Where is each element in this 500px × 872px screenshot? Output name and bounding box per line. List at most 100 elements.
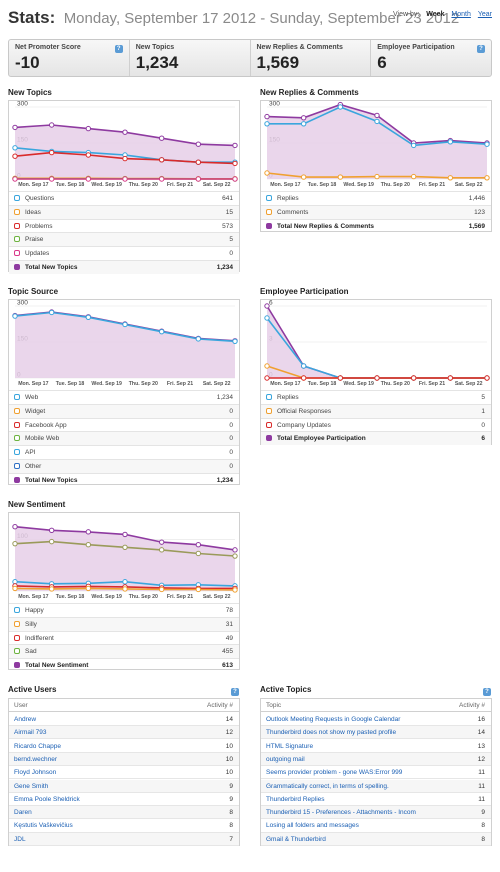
topic-link[interactable]: outgoing mail (266, 755, 305, 763)
data-point[interactable] (232, 142, 238, 149)
data-point[interactable] (195, 159, 202, 165)
user-link[interactable]: Daren (14, 809, 32, 817)
data-point[interactable] (410, 142, 417, 149)
help-icon[interactable]: ? (477, 45, 485, 53)
legend-row[interactable]: Company Updates 0 (261, 417, 491, 432)
data-point[interactable] (85, 176, 92, 182)
data-point[interactable] (85, 152, 92, 158)
topic-link[interactable]: HTML Signature (266, 742, 314, 750)
data-point[interactable] (264, 375, 270, 381)
data-point[interactable] (300, 174, 307, 180)
data-point[interactable] (447, 139, 454, 145)
legend-row[interactable]: Other 0 (9, 459, 239, 473)
user-link[interactable]: bernd.wechner (14, 755, 57, 763)
help-icon[interactable]: ? (114, 45, 123, 53)
data-point[interactable] (48, 176, 55, 182)
user-link[interactable]: Emma Poole Sheldrick (14, 795, 80, 803)
topic-link[interactable]: Losing all folders and messages (266, 822, 359, 830)
data-point[interactable] (374, 112, 380, 119)
data-point[interactable] (232, 338, 238, 344)
data-point[interactable] (158, 586, 165, 593)
data-point[interactable] (374, 173, 380, 180)
view-month-link[interactable]: Month (451, 11, 471, 18)
legend-total-row[interactable]: Total New Topics 1,234 (9, 472, 239, 487)
data-point[interactable] (232, 587, 238, 593)
legend-row[interactable]: Replies 5 (261, 390, 491, 404)
legend-row[interactable]: Widget 0 (9, 403, 239, 418)
topic-link[interactable]: Seems provider problem - gone WAS:Error … (266, 769, 403, 777)
data-point[interactable] (12, 124, 18, 131)
data-point[interactable] (195, 176, 202, 182)
data-point[interactable] (195, 542, 202, 548)
data-point[interactable] (264, 315, 270, 321)
user-link[interactable]: Floyd Johnson (14, 769, 57, 777)
data-point[interactable] (12, 176, 18, 182)
data-point[interactable] (122, 129, 128, 135)
data-point[interactable] (85, 529, 92, 535)
data-point[interactable] (410, 375, 417, 381)
data-point[interactable] (48, 538, 55, 545)
user-link[interactable]: Ricardo Chappe (14, 742, 61, 750)
data-point[interactable] (12, 540, 18, 547)
data-point[interactable] (232, 553, 238, 559)
data-point[interactable] (264, 113, 270, 120)
data-point[interactable] (158, 547, 165, 553)
data-point[interactable] (122, 586, 128, 592)
data-point[interactable] (300, 121, 307, 127)
legend-row[interactable]: API 0 (9, 445, 239, 459)
legend-row[interactable]: Problems 573 (9, 218, 239, 233)
legend-row[interactable]: Official Responses 1 (261, 403, 491, 418)
legend-row[interactable]: Mobile Web 0 (9, 431, 239, 446)
data-point[interactable] (300, 115, 307, 121)
data-point[interactable] (300, 363, 307, 369)
data-point[interactable] (158, 328, 165, 335)
data-point[interactable] (12, 153, 18, 159)
data-point[interactable] (484, 141, 490, 147)
data-point[interactable] (122, 321, 128, 328)
data-point[interactable] (48, 309, 55, 316)
data-point[interactable] (12, 585, 18, 592)
legend-row[interactable]: Ideas 15 (9, 204, 239, 219)
data-point[interactable] (85, 314, 92, 320)
data-point[interactable] (264, 170, 270, 176)
data-point[interactable] (48, 149, 55, 156)
data-point[interactable] (158, 157, 165, 163)
data-point[interactable] (337, 104, 344, 110)
legend-row[interactable]: Replies 1,446 (261, 191, 491, 205)
user-link[interactable]: Gene Smith (14, 782, 49, 790)
data-point[interactable] (158, 539, 165, 545)
data-point[interactable] (374, 118, 380, 125)
legend-row[interactable]: Indifferent 49 (9, 630, 239, 645)
data-point[interactable] (12, 524, 18, 530)
legend-row[interactable]: Web 1,234 (9, 390, 239, 404)
data-point[interactable] (195, 141, 202, 147)
data-point[interactable] (85, 585, 92, 592)
data-point[interactable] (484, 175, 490, 181)
user-link[interactable]: Airmail 793 (14, 729, 47, 737)
topic-link[interactable]: Thunderbird does not show my pasted prof… (266, 729, 397, 737)
data-point[interactable] (337, 375, 344, 381)
data-point[interactable] (122, 155, 128, 162)
data-point[interactable] (158, 135, 165, 141)
legend-row[interactable]: Praise 5 (9, 232, 239, 247)
data-point[interactable] (447, 175, 454, 181)
data-point[interactable] (48, 586, 55, 592)
help-icon[interactable]: ? (231, 688, 239, 696)
legend-row[interactable]: Happy 78 (9, 603, 239, 617)
legend-row[interactable]: Questions 641 (9, 191, 239, 205)
data-point[interactable] (232, 547, 238, 553)
data-point[interactable] (48, 527, 55, 534)
data-point[interactable] (12, 145, 18, 151)
legend-row[interactable]: Silly 31 (9, 616, 239, 631)
legend-total-row[interactable]: Total New Topics 1,234 (9, 260, 239, 274)
legend-total-row[interactable]: Total New Replies & Comments 1,569 (261, 218, 491, 233)
view-week-link[interactable]: Week (426, 11, 445, 18)
data-point[interactable] (264, 363, 270, 369)
user-link[interactable]: Kęstutis Vaškevičius (14, 822, 73, 830)
legend-row[interactable]: Sad 455 (9, 644, 239, 659)
data-point[interactable] (158, 176, 165, 182)
data-point[interactable] (232, 176, 238, 182)
legend-row[interactable]: Comments 123 (261, 204, 491, 219)
topic-link[interactable]: Grammatically correct, in terms of spell… (266, 782, 389, 790)
topic-link[interactable]: Gmail & Thunderbird (266, 835, 326, 843)
